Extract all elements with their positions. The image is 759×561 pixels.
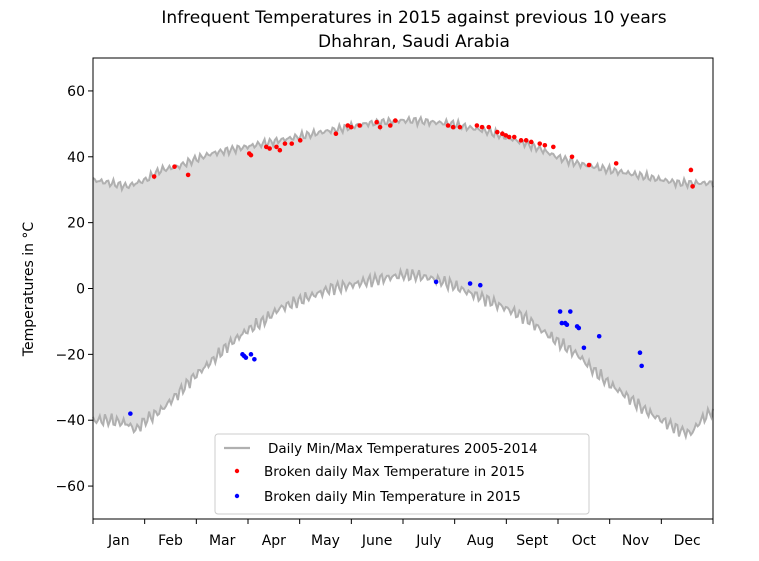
max-2015-point [297,138,303,143]
max-2015-point [333,131,339,137]
legend-label-min-2015: Broken daily Min Temperature in 2015 [264,489,521,505]
min-2015-point [433,279,439,285]
x-tick-label: Mar [209,533,236,549]
max-2015-point [393,118,398,123]
max-2015-point [494,129,500,135]
plot-area [92,114,714,441]
x-tick-label: Feb [158,533,183,549]
y-tick-label: −20 [55,347,85,363]
max-2015-point [185,172,191,178]
x-tick-label: July [415,533,441,549]
max-2015-point [263,144,269,150]
max-2015-point [457,124,463,130]
max-2015-point [503,133,509,138]
max-2015-point [486,124,492,130]
x-tick-label: Nov [622,533,649,549]
y-tick-label: 20 [67,216,85,232]
min-2015-point [248,352,254,357]
y-tick-label: −60 [55,479,85,495]
min-2015-point [243,355,249,360]
max-2015-point [474,123,480,128]
min-2015-point [467,281,473,286]
max-2015-point [387,123,393,128]
legend-swatch-min-2015 [234,493,240,499]
x-tick-label: May [311,533,340,549]
x-axis: Jan Feb Mar Apr May June July Aug Sept Oct Nov Dec [92,519,714,549]
max-2015-point [348,124,354,130]
max-2015-point [151,174,157,179]
max-2015-point [511,134,517,140]
max-2015-point [500,131,505,137]
max-2015-point [542,142,548,148]
chart-subtitle: Dhahran, Saudi Arabia [318,32,510,52]
series-line-min [92,266,714,441]
y-tick-label: −40 [55,413,85,429]
chart-title: Infrequent Temperatures in 2015 against … [161,8,666,28]
max-2015-point [479,124,485,130]
min-2015-point [637,350,643,356]
max-2015-point [523,138,529,143]
min-2015-point [252,356,257,362]
min-2015-point [576,325,582,331]
max-2015-point [274,144,279,150]
min-2015-point [568,309,573,314]
max-2015-point [688,167,694,173]
min-2015-point [581,345,587,351]
max-2015-point [450,124,456,130]
min-2015-point [128,411,133,416]
max-2015-point [248,152,254,158]
max-2015-point [357,123,362,128]
min-2015-point [477,282,483,288]
y-tick-label: 60 [67,84,85,100]
x-tick-label: Oct [572,533,597,549]
series-line-max [92,114,714,193]
max-2015-point [282,141,288,146]
x-tick-label: Apr [262,533,286,549]
x-tick-label: Jan [107,533,130,549]
max-2015-point [345,123,351,128]
max-2015-point [690,184,695,189]
min-2015-point [559,320,565,326]
x-tick-label: June [361,533,393,549]
max-2015-point [528,139,534,145]
max-2015-point [569,154,575,160]
max-2015-point [172,164,177,169]
y-tick-label: 40 [67,150,85,166]
max-2015-point [277,147,283,153]
legend-label-minmax: Daily Min/Max Temperatures 2005-2014 [268,441,538,457]
max-2015-point [537,141,543,146]
max-2015-point [267,146,272,151]
legend-label-max-2015: Broken daily Max Temperature in 2015 [264,464,525,480]
min-2015-point [557,309,563,314]
max-2015-point [586,162,592,168]
y-axis-label: Temperatures in °C [21,222,37,358]
min-2015-point [639,363,644,369]
legend-box [214,433,590,515]
y-axis: −60 −40 −20 0 20 40 60 [55,84,93,495]
max-2015-point [374,119,379,125]
max-2015-point [289,141,295,146]
legend-swatch-max-2015 [234,468,240,474]
max-2015-point [445,123,451,128]
legend: Daily Min/Max Temperatures 2005-2014 Bro… [214,433,590,515]
max-2015-point [551,144,556,150]
x-tick-label: Sept [516,533,548,549]
min-2015-point [596,333,602,339]
min-2015-point [564,322,570,328]
max-2015-point [377,124,383,130]
x-tick-label: Dec [674,533,701,549]
max-2015-point [613,161,619,166]
max-2015-point [506,134,512,140]
x-tick-label: Aug [467,533,494,549]
max-2015-point [518,138,524,143]
y-tick-label: 0 [76,282,85,298]
